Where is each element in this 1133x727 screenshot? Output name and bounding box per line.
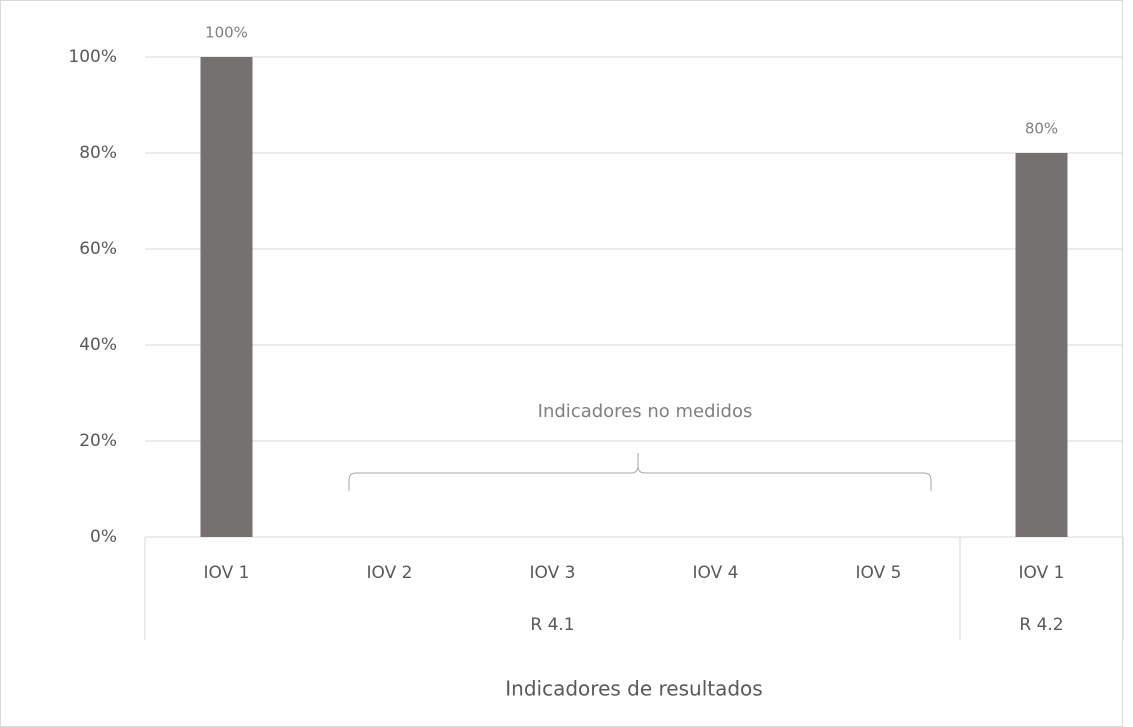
y-tick-label: 100% — [68, 47, 117, 67]
y-tick-label: 20% — [79, 431, 117, 451]
x-tick-label: IOV 5 — [856, 563, 902, 583]
x-tick-label: IOV 3 — [530, 563, 576, 583]
value-label: 80% — [1025, 120, 1058, 138]
x-tick-label: IOV 1 — [1019, 563, 1065, 583]
x-axis-label: Indicadores de resultados — [505, 677, 762, 701]
brace — [348, 453, 932, 491]
x-tick-label: IOV 2 — [367, 563, 413, 583]
value-label: 100% — [205, 24, 248, 42]
y-tick-label: 40% — [79, 335, 117, 355]
y-tick-label: 60% — [79, 239, 117, 259]
bar — [1015, 153, 1068, 537]
y-tick-label: 0% — [90, 527, 117, 547]
x-tick-label: IOV 4 — [693, 563, 739, 583]
group-label: R 4.1 — [530, 615, 574, 635]
x-tick-label: IOV 1 — [204, 563, 250, 583]
bar — [200, 57, 253, 537]
group-label: R 4.2 — [1019, 615, 1063, 635]
annotation: Indicadores no medidos — [538, 401, 753, 422]
y-tick-label: 80% — [79, 143, 117, 163]
